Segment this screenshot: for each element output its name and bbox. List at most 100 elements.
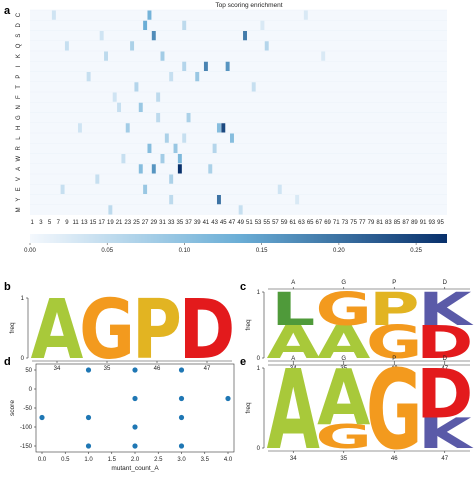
heatmap-x-tick-label: 47 — [229, 220, 236, 226]
logo-y-tick-label: 1 — [21, 296, 25, 302]
heatmap-row-label: D — [16, 23, 22, 28]
heatmap-x-tick-label: 45 — [220, 220, 227, 226]
logo-x-tick-label: 46 — [391, 456, 398, 462]
heatmap-row-label: N — [16, 105, 22, 109]
heatmap-x-tick-label: 59 — [281, 220, 288, 226]
heatmap-row-label: W — [16, 155, 22, 161]
heatmap-x-tick-label: 13 — [81, 220, 88, 226]
logo-letter: G — [316, 283, 372, 336]
scatter-point — [132, 443, 138, 449]
heatmap-cell — [60, 184, 65, 194]
heatmap-x-tick-label: 65 — [307, 220, 314, 226]
heatmap-row-label: G — [16, 115, 22, 120]
heatmap-cell — [303, 10, 308, 20]
scatter-x-axis-label: mutant_count_A — [111, 465, 159, 472]
scatter-x-tick-label: 3.0 — [177, 457, 186, 463]
heatmap-cell — [156, 113, 161, 123]
heatmap-row-label: L — [16, 136, 22, 140]
heatmap-title: Top scoring enrichment — [215, 2, 282, 9]
heatmap-cell — [147, 10, 152, 20]
heatmap-cell — [147, 143, 152, 153]
heatmap-cell — [51, 10, 56, 20]
heatmap-x-tick-label: 5 — [48, 220, 52, 226]
heatmap-row-label: P — [16, 75, 22, 79]
heatmap-x-tick-label: 57 — [272, 220, 279, 226]
heatmap-cell — [208, 164, 213, 174]
scatter-x-tick-label: 1.0 — [84, 457, 93, 463]
heatmap-x-tick-label: 89 — [411, 220, 418, 226]
colorbar-tick-label: 0.00 — [24, 248, 36, 254]
heatmap-x-tick-label: 91 — [420, 220, 427, 226]
colorbar-tick-label: 0.05 — [101, 248, 113, 254]
heatmap-cell — [121, 154, 126, 164]
logo-letter: D — [416, 356, 473, 435]
heatmap-cell — [156, 92, 161, 102]
heatmap-row-label: V — [16, 177, 22, 181]
logo-x-tick-label: 34 — [290, 366, 297, 372]
heatmap-cell — [321, 51, 326, 61]
logo-x-tick-label: 46 — [391, 366, 398, 372]
logo-y-tick-label: 0 — [21, 356, 25, 362]
heatmap-x-tick-label: 37 — [185, 220, 192, 226]
heatmap-x-tick-label: 75 — [350, 220, 357, 226]
scatter-x-tick-label: 4.0 — [224, 457, 233, 463]
logo-x-tick-label: 46 — [154, 366, 161, 372]
heatmap-row-label: S — [16, 34, 22, 38]
heatmap-cell — [86, 72, 91, 82]
logo-letter: P — [369, 283, 419, 336]
heatmap-cell — [203, 61, 208, 71]
scatter-y-axis-label: score — [9, 400, 16, 416]
scatter-x-tick-label: 3.5 — [201, 457, 210, 463]
heatmap-cell — [216, 195, 221, 205]
logo-letter: K — [418, 410, 474, 458]
heatmap-x-tick-label: 35 — [177, 220, 184, 226]
heatmap-x-tick-label: 79 — [368, 220, 375, 226]
logo-top-label: G — [341, 280, 346, 286]
logo-x-tick-label: 34 — [290, 456, 297, 462]
heatmap-x-tick-label: 71 — [333, 220, 340, 226]
colorbar-tick-label: 0.15 — [256, 248, 268, 254]
logo-y-tick-label: 1 — [257, 290, 261, 296]
heatmap-row-label: I — [16, 65, 22, 67]
logo-letter: K — [418, 283, 474, 336]
colorbar: 0.00 0.05 0.10 0.15 0.20 0.25 — [24, 234, 447, 254]
scatter-point — [178, 395, 185, 402]
heatmap-cell — [182, 61, 187, 71]
heatmap-cell — [169, 195, 174, 205]
scatter-y-tick-label: 50 — [25, 368, 32, 374]
heatmap-x-tick-label: 33 — [168, 220, 175, 226]
heatmap-cell — [104, 51, 108, 61]
logo-top-label: G — [341, 356, 346, 362]
logo-letter: D — [179, 282, 235, 378]
heatmap-x-tick-label: 23 — [124, 220, 131, 226]
scatter-x-tick-label: 0.0 — [38, 457, 47, 463]
logo-y-tick-label: 1 — [257, 366, 261, 372]
heatmap-x-tick-label: 39 — [194, 220, 201, 226]
heatmap-x-tick-label: 55 — [263, 220, 270, 226]
logo-x-tick-label: 35 — [340, 456, 347, 462]
panel-b-letter: b — [4, 281, 11, 293]
logo-top-label: D — [443, 280, 448, 286]
heatmap-cell — [143, 20, 148, 30]
scatter-x-tick-label: 2.5 — [154, 457, 163, 463]
heatmap-cell — [169, 174, 174, 184]
logo-letter: G — [79, 282, 135, 378]
heatmap-cell — [125, 123, 130, 133]
heatmap-x-tick-label: 31 — [159, 220, 166, 226]
logo-letter: A — [267, 346, 320, 474]
heatmap-cell — [95, 174, 100, 184]
scatter-point — [178, 443, 185, 449]
heatmap-cell — [64, 41, 69, 51]
logo-letter: G — [366, 316, 422, 369]
colorbar-tick-label: 0.20 — [333, 248, 345, 254]
heatmap-x-tick-label: 67 — [316, 220, 323, 226]
heatmap-cell — [173, 143, 178, 153]
heatmap-row-label: Q — [16, 43, 22, 48]
heatmap-cell — [260, 20, 265, 30]
heatmap-cell — [177, 154, 182, 164]
scatter-y-tick-label: -100 — [20, 425, 33, 431]
heatmap-cell — [212, 143, 217, 153]
